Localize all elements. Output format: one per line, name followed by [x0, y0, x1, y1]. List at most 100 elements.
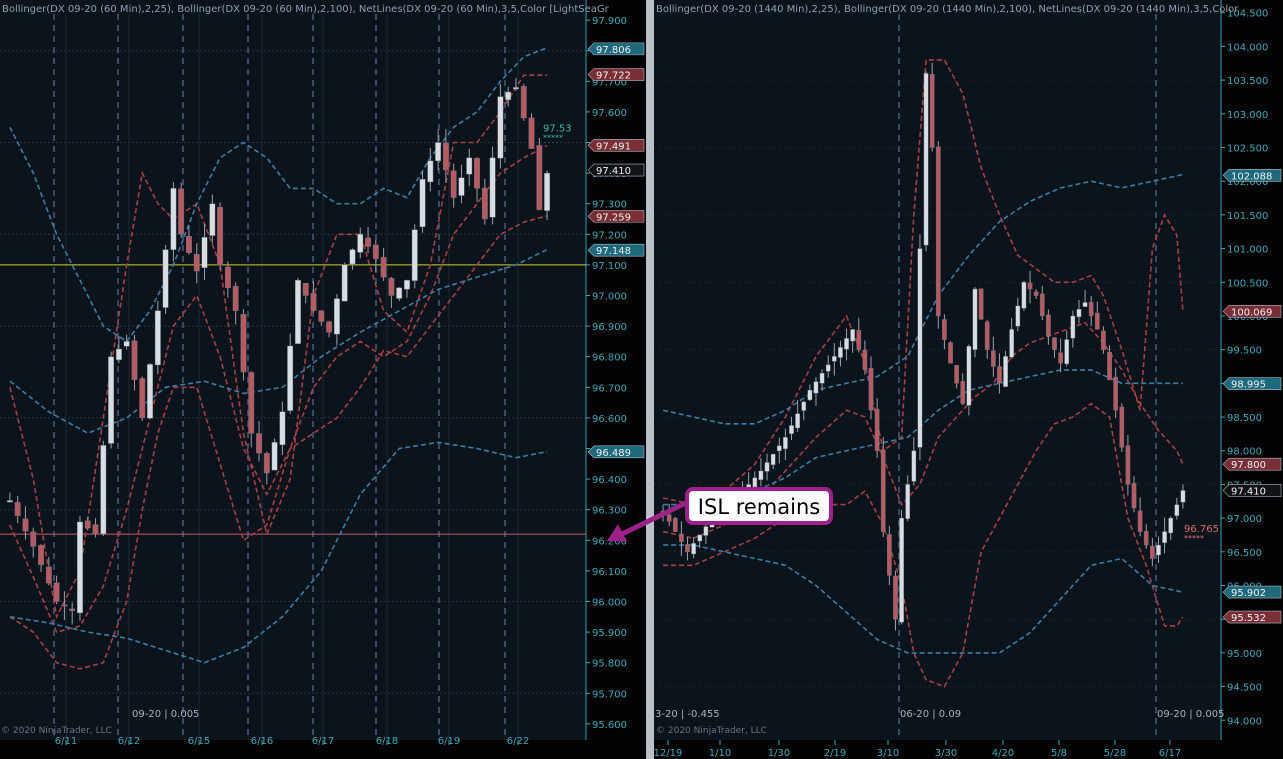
- candle-body: [770, 453, 776, 465]
- candle-body: [923, 73, 929, 246]
- x-tick-label: 3/10: [877, 748, 899, 759]
- y-tick-label: 95.000: [1227, 649, 1262, 660]
- candle-body: [844, 338, 849, 350]
- y-tick-label: 96.400: [592, 475, 627, 486]
- candle-body: [61, 604, 68, 607]
- candle-body: [929, 74, 935, 148]
- x-tick-label: 6/16: [251, 736, 273, 747]
- candle-body: [92, 524, 99, 535]
- candle-body: [544, 172, 551, 211]
- time-axis: [654, 740, 1282, 759]
- candle-body: [893, 575, 898, 620]
- y-tick-label: 96.000: [592, 597, 627, 608]
- candle-body: [6, 500, 13, 503]
- candle-body: [1027, 282, 1033, 290]
- price-marker: 97.806: [587, 42, 645, 56]
- candle-body: [1046, 314, 1051, 337]
- right-chart-daily[interactable]: 104.500 104.000 103.500 103.000 102.500 102.0…: [654, 0, 1283, 759]
- candle-body: [679, 533, 684, 542]
- candle-body: [201, 237, 208, 268]
- y-tick-label: 95.700: [592, 689, 627, 700]
- x-tick-label: 6/15: [188, 736, 210, 747]
- isl-callout: ISL remains: [607, 487, 833, 542]
- candle-body: [990, 350, 996, 367]
- price-marker: 100.069: [1222, 305, 1282, 318]
- left-chart-60min[interactable]: 97.90097.80097.70097.60097.50097.40097.3…: [0, 0, 646, 759]
- candle-body: [666, 514, 672, 522]
- y-tick-label: 96.800: [592, 353, 627, 364]
- y-tick-label: 98.500: [1227, 413, 1262, 424]
- y-tick-label: 96.300: [592, 506, 627, 517]
- price-marker-tag: [587, 445, 645, 459]
- x-tick-label: 5/8: [1051, 748, 1067, 759]
- candle-body: [333, 298, 340, 335]
- candle-body: [954, 365, 959, 384]
- candle-body: [1015, 305, 1021, 327]
- candle-body: [528, 117, 535, 149]
- price-marker-label: 97.259: [596, 212, 631, 223]
- y-tick-label: 103.500: [1227, 76, 1268, 87]
- chart-annotation: 09-20 | 0.005: [132, 709, 199, 720]
- candle-body: [178, 188, 185, 235]
- y-tick-label: 97.700: [592, 77, 627, 88]
- candle-body: [505, 91, 512, 101]
- y-tick-label: 95.800: [592, 659, 627, 670]
- candle-body: [685, 544, 690, 553]
- candle-body: [831, 356, 837, 362]
- price-marker-tag: [1222, 484, 1282, 497]
- candle-body: [856, 330, 862, 350]
- candle-body: [1101, 330, 1106, 350]
- candle-body: [1082, 302, 1088, 307]
- price-marker-tag: [587, 209, 645, 223]
- candle-body: [162, 249, 169, 308]
- candle-body: [186, 235, 192, 253]
- candle-body: [380, 257, 387, 278]
- chart-annotation: 3-20 | -0.455: [655, 709, 720, 720]
- candle-body: [147, 364, 153, 419]
- price-marker-label: 97.410: [1231, 486, 1266, 497]
- candle-body: [960, 381, 966, 404]
- y-tick-label: 101.500: [1227, 211, 1268, 222]
- bollinger-band-line: [9, 248, 548, 435]
- candle-body: [1088, 301, 1094, 317]
- candle-body: [758, 470, 764, 480]
- candle-body: [310, 292, 317, 312]
- y-tick-label: 96.700: [592, 383, 627, 394]
- y-tick-label: 98.000: [1227, 447, 1262, 458]
- x-tick-label: 1/10: [709, 748, 731, 759]
- candle-body: [868, 367, 874, 411]
- candle-body: [672, 517, 678, 532]
- candle-body: [513, 87, 519, 90]
- candle-body: [279, 411, 286, 446]
- price-marker-tag: [1222, 377, 1282, 390]
- candle-body: [131, 340, 138, 380]
- candle-body: [123, 341, 130, 347]
- candle-body: [917, 248, 923, 448]
- price-marker-tag: [1222, 610, 1282, 624]
- candle-body: [536, 145, 543, 211]
- y-tick-label: 96.900: [592, 322, 627, 333]
- annotation-dots: *****: [543, 133, 563, 142]
- candle-body: [474, 158, 480, 189]
- y-tick-label: 97.300: [592, 200, 627, 211]
- candle-body: [1107, 351, 1112, 381]
- x-tick-label: 6/19: [438, 736, 460, 747]
- price-marker: 97.410: [1222, 484, 1282, 497]
- panel-divider[interactable]: [646, 0, 654, 759]
- candle-body: [1076, 309, 1082, 318]
- candle-body: [100, 445, 107, 535]
- candle-body: [911, 450, 917, 482]
- x-tick-label: 12/19: [654, 748, 683, 759]
- price-marker-tag: [587, 243, 645, 257]
- candle-body: [1094, 312, 1100, 330]
- candle-body: [365, 237, 371, 247]
- candle-body: [154, 310, 161, 366]
- price-marker-label: 96.489: [596, 448, 631, 459]
- y-tick-label: 95.900: [592, 628, 627, 639]
- y-tick-label: 102.500: [1227, 144, 1268, 155]
- price-marker: 97.800: [1222, 457, 1282, 471]
- price-marker-label: 98.995: [1231, 380, 1266, 391]
- y-tick-label: 97.000: [1227, 514, 1262, 525]
- candle-body: [1168, 517, 1174, 534]
- chart-annotation: 96.765: [1184, 524, 1219, 535]
